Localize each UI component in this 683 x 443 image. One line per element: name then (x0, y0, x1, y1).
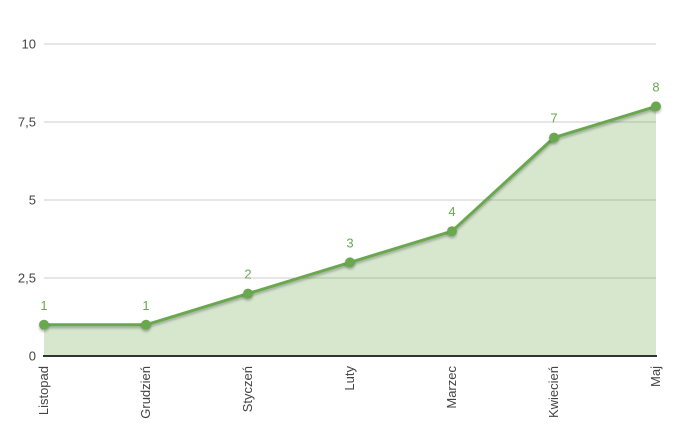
y-axis-labels-group: 0 2,5 5 7,5 10 (18, 37, 36, 364)
data-point-label: 3 (346, 235, 353, 250)
x-axis-category-label: Styczeń (240, 366, 255, 412)
data-point-marker[interactable] (447, 226, 457, 237)
data-point-marker[interactable] (39, 319, 49, 330)
data-point-label: 1 (142, 298, 149, 313)
data-point-marker[interactable] (651, 101, 661, 112)
x-axis-category-label: Maj (648, 366, 663, 387)
y-axis-tick-label: 10 (22, 37, 36, 52)
point-labels-group: 1 1 2 3 4 7 8 (40, 79, 659, 312)
y-axis-tick-label: 2,5 (18, 271, 36, 286)
x-axis-category-label: Grudzień (138, 366, 153, 419)
y-axis-tick-label: 0 (29, 349, 36, 364)
data-point-label: 2 (244, 267, 251, 282)
data-point-label: 7 (550, 111, 557, 126)
x-axis-category-label: Listopad (36, 366, 51, 415)
data-point-marker[interactable] (243, 288, 253, 299)
data-point-label: 4 (448, 204, 455, 219)
y-axis-tick-label: 5 (29, 193, 36, 208)
data-point-marker[interactable] (345, 257, 355, 268)
data-points-group (39, 101, 661, 330)
y-axis-tick-label: 7,5 (18, 115, 36, 130)
gridlines-group (44, 43, 656, 279)
x-axis-labels-group: Listopad Grudzień Styczeń Luty Marzec Kwiecie… (36, 366, 663, 419)
area-fill (44, 106, 656, 357)
x-axis-category-label: Marzec (444, 366, 459, 409)
area-series-group (44, 106, 656, 357)
data-point-label: 1 (40, 298, 47, 313)
data-point-marker[interactable] (141, 319, 151, 330)
data-point-marker[interactable] (549, 132, 559, 143)
x-axis-category-label: Luty (342, 366, 357, 391)
x-axis-category-label: Kwiecień (546, 366, 561, 418)
data-point-label: 8 (652, 79, 659, 94)
